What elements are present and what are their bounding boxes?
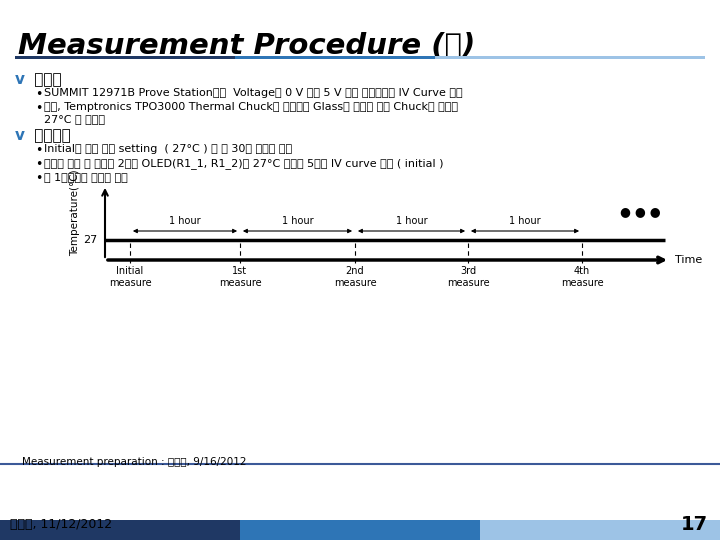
Text: 측정방법: 측정방법	[29, 128, 71, 143]
Bar	[0, 520, 240, 540]
Text: 1 hour: 1 hour	[509, 216, 541, 226]
Bar	[435, 56, 705, 59]
Text: 1 hour: 1 hour	[169, 216, 201, 226]
Text: Initial은 장비 초기 setting  ( 27°C ) 후 약 30분 이후에 측정: Initial은 장비 초기 setting ( 27°C ) 후 약 30분 …	[44, 144, 292, 154]
Text: Measurement Procedure (예): Measurement Procedure (예)	[18, 32, 475, 60]
Text: •: •	[35, 172, 42, 185]
Bar	[240, 520, 480, 540]
Text: v: v	[15, 72, 25, 87]
Text: Temperature(°C): Temperature(°C)	[70, 169, 80, 256]
Bar	[235, 56, 435, 59]
Text: 이전에 측정 시 사용된 2개의 OLED(R1_1, R1_2)를 27°C 에서의 5번씩 IV curve 측정 ( initial ): 이전에 측정 시 사용된 2개의 OLED(R1_1, R1_2)를 27°C …	[44, 158, 444, 169]
Text: 측정시: 측정시	[29, 72, 62, 87]
Text: 3rd
measure: 3rd measure	[446, 266, 490, 288]
Text: 1 hour: 1 hour	[396, 216, 427, 226]
Text: 17: 17	[681, 516, 708, 535]
Text: •: •	[35, 88, 42, 101]
Text: 1 hour: 1 hour	[282, 216, 313, 226]
Text: 4th
measure: 4th measure	[561, 266, 603, 288]
Bar	[480, 520, 720, 540]
Text: Time: Time	[675, 255, 702, 265]
Text: •: •	[35, 158, 42, 171]
Text: v: v	[15, 128, 25, 143]
Text: 2nd
measure: 2nd measure	[333, 266, 377, 288]
Text: 1st
measure: 1st measure	[219, 266, 261, 288]
Text: 27°C 로 유지함: 27°C 로 유지함	[44, 114, 105, 124]
Text: SUMMIT 12971B Prove Station으로  Voltage를 0 V 부터 5 V 까지 변화시키며 IV Curve 측정: SUMMIT 12971B Prove Station으로 Voltage를 0…	[44, 88, 463, 98]
Text: Initial
measure: Initial measure	[109, 266, 151, 288]
Text: •: •	[35, 102, 42, 115]
Text: 매 1시간마다 측정을 반복: 매 1시간마다 측정을 반복	[44, 172, 127, 182]
Text: 오경환, 11/12/2012: 오경환, 11/12/2012	[10, 518, 112, 531]
Text: ● ● ●: ● ● ●	[620, 206, 660, 219]
Bar	[15, 56, 235, 59]
Text: 27: 27	[83, 235, 97, 245]
Text: •: •	[35, 144, 42, 157]
Text: Measurement preparation : 김기한, 9/16/2012: Measurement preparation : 김기한, 9/16/2012	[22, 457, 246, 467]
Text: 이때, Temptronics TPO3000 Thermal Chuck을 이용하여 Glass가 올려져 있는 Chuck의 온도를: 이때, Temptronics TPO3000 Thermal Chuck을 이…	[44, 102, 458, 112]
